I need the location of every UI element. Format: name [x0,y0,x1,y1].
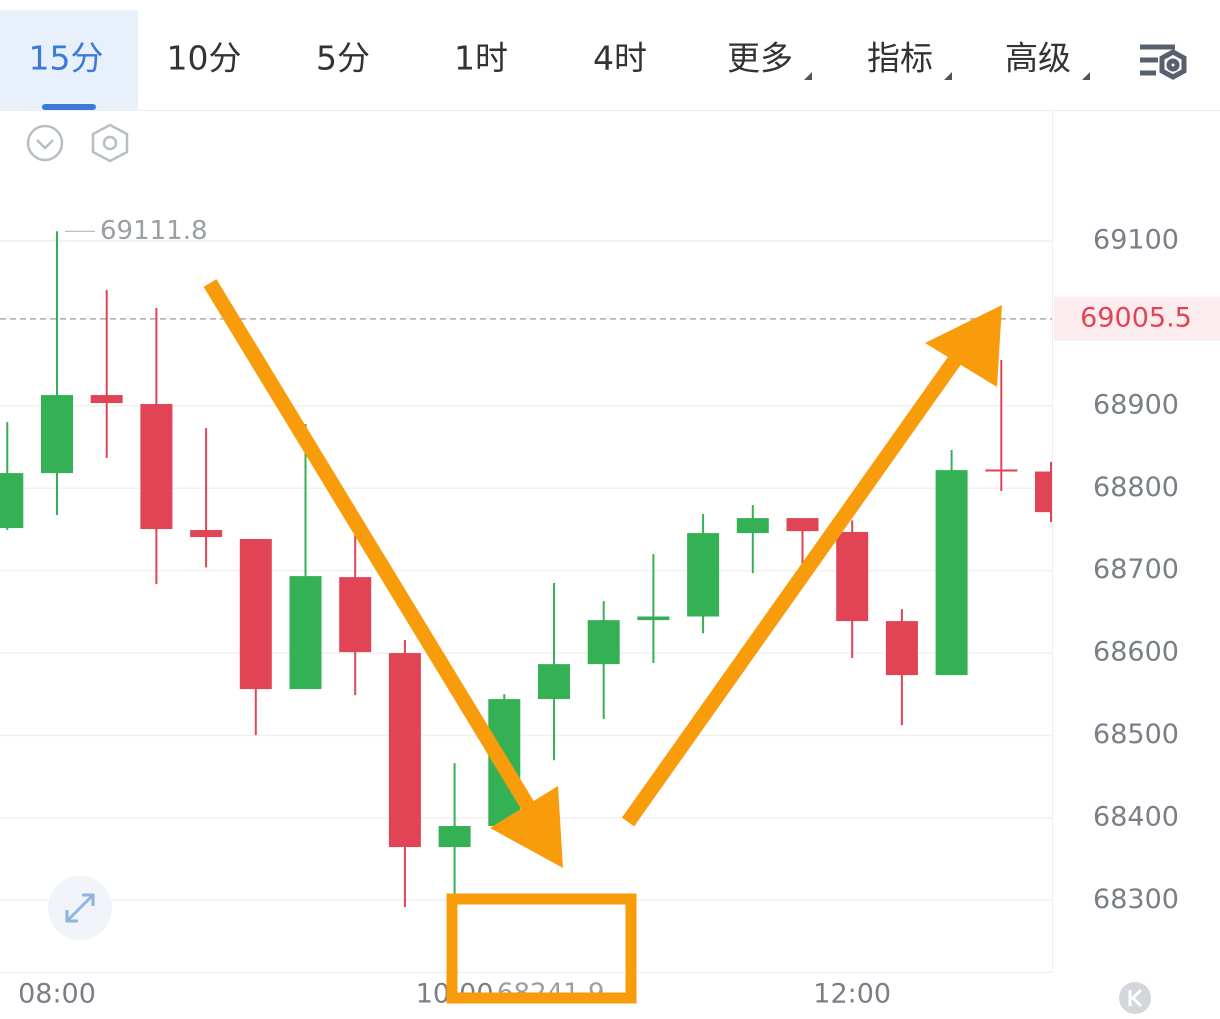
dropdown-marker [804,72,812,80]
candle-body [388,653,421,848]
tab-bar: 15分 10分 5分 1时 4时 更多 指标 高级 [0,10,1090,110]
hexagon-button[interactable] [91,123,129,163]
x-tick-label: 12:00 [813,979,891,1010]
tab[interactable]: 更多 [727,39,793,78]
tab[interactable]: 4时 [593,39,647,78]
dropdown-marker [944,72,952,80]
candle-body [90,395,123,404]
candle-body [239,539,272,690]
candle-body [637,616,670,621]
y-tick-label: 68900 [1093,389,1179,420]
candle-body [885,621,918,676]
annotation-arrows [203,279,1002,1004]
candle-body [935,470,968,676]
tab[interactable]: 指标 [867,39,933,78]
y-tick-label: 68800 [1093,472,1179,503]
candle-body [985,469,1018,472]
tab[interactable]: 15分 [29,39,104,78]
tab[interactable]: 高级 [1005,39,1071,78]
tab[interactable]: 5分 [316,39,370,78]
candle-body [538,664,570,700]
dropdown-marker [1082,72,1090,80]
y-tick-label: 68500 [1093,719,1179,750]
candle-body [0,473,24,529]
high-label: 69111.8 [100,216,208,246]
candle-body [339,577,372,653]
active-tab-indicator [42,104,96,110]
settings-icon[interactable] [1140,44,1187,80]
candle-body [736,518,769,534]
candle-body [1035,471,1052,513]
candle-body [140,404,173,530]
candle-body [786,518,819,532]
tab[interactable]: 1时 [454,39,508,78]
expand-button[interactable] [48,876,112,940]
candle-body [190,530,223,538]
y-tick-label: 68300 [1093,884,1179,915]
tab[interactable]: 10分 [167,39,242,78]
last-price-label: 69005.5 [1080,302,1192,333]
y-tick-label: 68600 [1093,637,1179,668]
candle-body [41,395,73,474]
collapse-button[interactable] [26,124,64,162]
candle-body [438,826,471,848]
last-price-bg [1054,296,1220,341]
x-tick-label: 08:00 [18,979,96,1010]
scroll-end-button[interactable] [1119,982,1151,1014]
candle-body [587,620,620,665]
active-tab-bg [0,10,138,110]
y-tick-label: 68700 [1093,554,1179,585]
plot-area [0,230,1052,949]
y-tick-label: 69100 [1093,225,1179,256]
candle-body [289,576,322,690]
y-tick-label: 68400 [1093,801,1179,832]
candle-body [687,533,720,617]
candle-body [836,531,869,622]
